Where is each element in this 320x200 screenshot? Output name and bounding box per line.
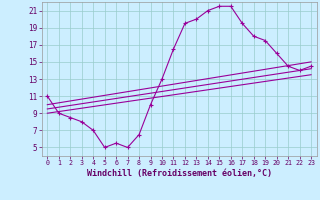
X-axis label: Windchill (Refroidissement éolien,°C): Windchill (Refroidissement éolien,°C) [87,169,272,178]
